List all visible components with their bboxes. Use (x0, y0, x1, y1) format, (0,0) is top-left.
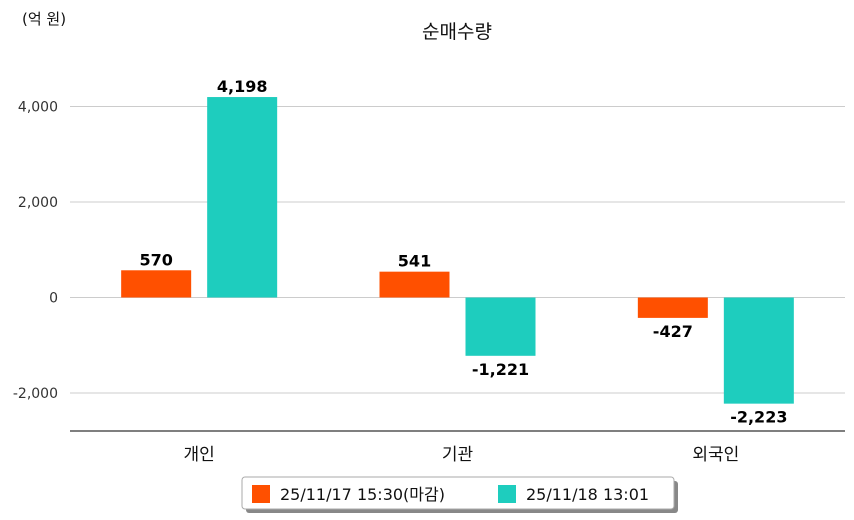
x-tick-label: 개인 (184, 445, 215, 465)
x-tick-label: 기관 (442, 445, 473, 465)
legend-swatch-1 (252, 485, 270, 503)
bar-series-1[interactable] (637, 297, 708, 318)
x-tick-label: 외국인 (692, 445, 739, 465)
chart-title: 순매수량 (422, 21, 492, 43)
data-label: -1,221 (472, 360, 529, 379)
data-label: -2,223 (730, 408, 787, 427)
y-tick-label: -2,000 (13, 386, 58, 402)
data-labels: 570 4,198 541 -1,221 -427 -2,223 (139, 77, 787, 427)
unit-label: (억 원) (22, 10, 66, 28)
data-label: 570 (139, 250, 172, 269)
y-axis: 4,000 2,000 0 -2,000 (13, 100, 58, 403)
legend-label-1: 25/11/17 15:30(마감) (280, 485, 445, 504)
data-label: 541 (398, 252, 431, 271)
data-label: 4,198 (217, 77, 268, 96)
bars (121, 97, 794, 404)
bar-series-2[interactable] (207, 97, 278, 298)
legend-label-2: 25/11/18 13:01 (526, 485, 649, 504)
gridlines (70, 106, 845, 394)
legend-item-1[interactable]: 25/11/17 15:30(마감) (252, 485, 445, 504)
x-axis: 개인 기관 외국인 (184, 445, 740, 465)
data-label: -427 (653, 322, 693, 341)
legend-box (241, 476, 675, 510)
bar-series-2[interactable] (723, 297, 794, 404)
bar-series-1[interactable] (379, 271, 450, 298)
legend-swatch-2 (498, 485, 516, 503)
y-tick-label: 0 (49, 291, 58, 307)
y-tick-label: 2,000 (18, 195, 58, 211)
bar-series-1[interactable] (121, 270, 192, 298)
legend: 25/11/17 15:30(마감) 25/11/18 13:01 (241, 476, 678, 513)
bar-series-2[interactable] (465, 297, 536, 356)
legend-item-2[interactable]: 25/11/18 13:01 (498, 485, 649, 504)
y-tick-label: 4,000 (18, 100, 58, 116)
